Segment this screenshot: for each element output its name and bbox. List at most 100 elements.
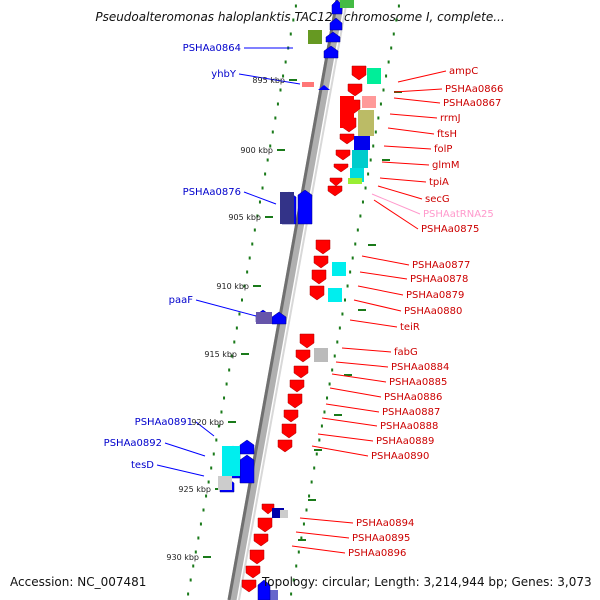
right-dot — [397, 4, 400, 8]
kbp-label: 905 kbp — [228, 213, 261, 222]
right-dot — [379, 102, 382, 106]
left-dot — [258, 200, 261, 204]
feature-layer — [218, 0, 381, 600]
forward-gene-arrow — [293, 365, 309, 379]
left-label-connector — [156, 464, 205, 477]
left-dot — [215, 438, 218, 442]
reverse-gene-arrow — [257, 579, 271, 600]
right-dot — [346, 284, 349, 288]
forward-gene-arrow — [261, 503, 275, 515]
right-gene-label: PSHAa0889 — [376, 436, 434, 447]
gene-box — [362, 96, 376, 108]
forward-gene-arrow — [335, 149, 351, 161]
right-gene-label: PSHAa0886 — [384, 392, 442, 403]
left-gene-label: PSHAa0892 — [104, 438, 162, 449]
kbp-label: 895 kbp — [252, 76, 285, 85]
left-label-connector — [164, 442, 206, 457]
right-dot — [297, 550, 300, 554]
left-dot — [241, 298, 243, 302]
forward-gene-arrow — [283, 409, 299, 423]
right-dot — [349, 270, 352, 274]
backbone-line — [227, 0, 339, 600]
gene-box — [222, 446, 240, 476]
forward-gene-arrow — [329, 177, 343, 187]
right-gene-label: ampC — [449, 66, 478, 77]
left-dot — [274, 116, 277, 120]
right-label-connector — [325, 403, 380, 413]
forward-gene-arrow — [351, 65, 367, 81]
left-gene-label: PSHAa0876 — [183, 187, 241, 198]
gene-box — [352, 150, 368, 168]
left-gene-label: yhbY — [211, 69, 237, 80]
accession-text: Accession: NC_007481 — [10, 575, 147, 589]
left-label-connector — [238, 73, 301, 85]
forward-gene-arrow — [295, 349, 311, 363]
right-dot — [310, 480, 313, 484]
forward-gene-block — [340, 96, 354, 128]
forward-gene-arrow — [245, 565, 261, 579]
right-dot — [338, 326, 341, 330]
gene-box — [358, 110, 374, 136]
left-dot — [248, 256, 251, 260]
forward-gene-arrow — [339, 133, 355, 145]
label-layer: 895 kbp 900 kbp 905 kbp 910 kbp 915 kbp 920 k… — [104, 43, 504, 562]
right-label-connector — [335, 361, 389, 368]
left-dot — [269, 144, 272, 148]
left-dot — [220, 410, 223, 414]
right-dot — [292, 578, 295, 582]
left-gene-label: PSHAa0891 — [135, 417, 193, 428]
left-dot — [256, 214, 259, 218]
left-dot — [199, 522, 202, 526]
right-dot — [295, 564, 298, 568]
left-dot — [243, 284, 246, 288]
right-label-connector — [379, 177, 427, 183]
right-gene-label: PSHAa0887 — [382, 407, 440, 418]
right-dot — [377, 116, 380, 120]
right-dot — [356, 228, 359, 232]
left-dot — [192, 564, 195, 568]
gene-box — [280, 510, 288, 518]
right-gene-label: glmM — [432, 160, 460, 171]
left-dot — [212, 452, 215, 456]
left-dot — [261, 186, 264, 190]
right-dot — [318, 438, 321, 442]
right-label-connector — [361, 255, 410, 266]
forward-gene-arrow — [299, 333, 315, 349]
right-dot — [392, 32, 395, 36]
forward-gene-arrow — [287, 393, 303, 409]
right-gene-label: PSHAa0877 — [412, 260, 470, 271]
left-dot — [223, 396, 226, 400]
left-dot — [187, 592, 190, 596]
gene-box — [218, 476, 232, 490]
reverse-gene-arrow — [323, 45, 339, 59]
right-gene-label: PSHAa0888 — [380, 421, 438, 432]
right-gene-label: ftsH — [437, 129, 457, 140]
left-gene-label: paaF — [169, 295, 194, 306]
reverse-gene-arrow — [331, 0, 343, 15]
right-label-connector — [331, 373, 387, 383]
right-gene-label: rrmJ — [440, 113, 461, 124]
kbp-label: 915 kbp — [204, 350, 237, 359]
left-label-connector — [243, 191, 277, 205]
right-dot — [300, 536, 303, 540]
right-dot — [333, 354, 336, 358]
forward-gene-arrow — [281, 423, 297, 439]
forward-gene-arrow — [347, 83, 363, 97]
right-label-connector — [359, 271, 408, 280]
left-dot — [282, 74, 285, 78]
backbone-highlight — [238, 0, 348, 600]
right-label-connector — [317, 433, 374, 442]
right-dot — [359, 214, 362, 218]
right-gene-label: PSHAa0867 — [443, 98, 501, 109]
left-dot — [202, 508, 205, 512]
forward-gene-arrow — [241, 579, 257, 593]
gene-box — [354, 136, 370, 150]
right-label-connector — [393, 97, 441, 104]
left-dot — [271, 130, 274, 134]
right-label-connector — [373, 199, 419, 230]
right-dot — [341, 312, 344, 316]
dot-tracks — [187, 4, 402, 596]
right-gene-label: fabG — [394, 347, 418, 358]
right-dot — [385, 74, 388, 78]
